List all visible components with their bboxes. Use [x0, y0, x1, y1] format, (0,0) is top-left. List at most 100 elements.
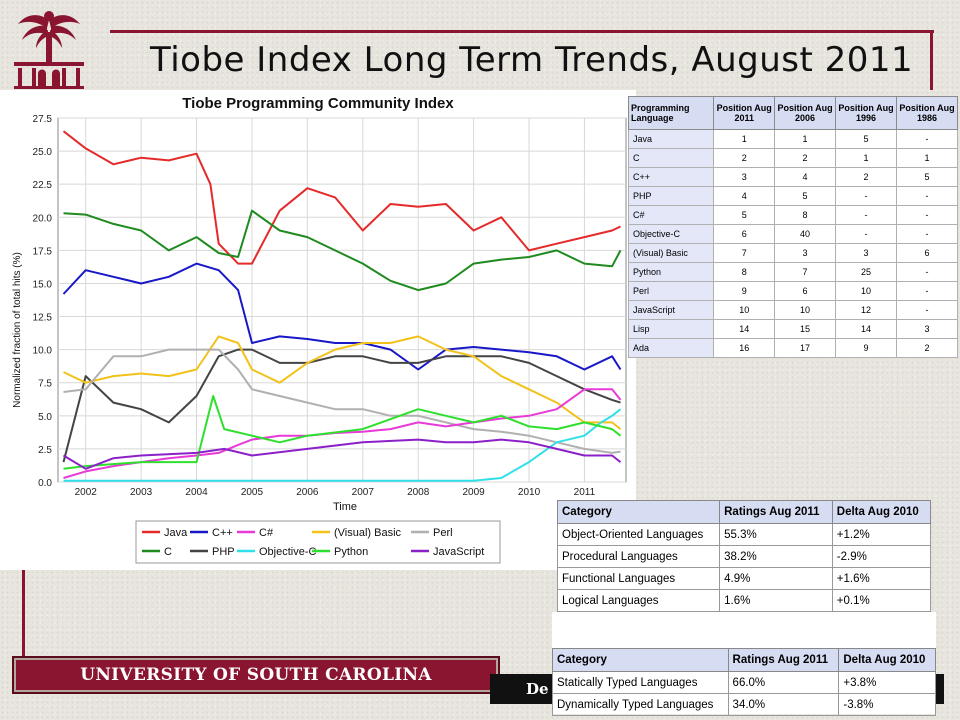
position-row: Python 8 7 25- — [627, 262, 958, 282]
table-cell: Java — [627, 129, 715, 149]
table-cell: Objective-C — [627, 224, 715, 244]
legend-label: C — [164, 546, 172, 558]
table-cell: 9 — [835, 338, 897, 358]
header-cell: Ratings Aug 2011 — [727, 648, 840, 672]
chart-legend: Java C++ C# (Visual) Basic Perl C PHP Objective… — [142, 527, 484, 558]
table-cell: 55.3% — [719, 523, 833, 546]
position-row: Java 1 1 5- — [627, 129, 958, 149]
y-tick-label: 20.0 — [33, 213, 53, 224]
table-cell: - — [896, 281, 958, 301]
y-tick-label: 2.5 — [38, 445, 52, 456]
table-cell: 66.0% — [727, 671, 840, 694]
table-cell: 10 — [835, 281, 897, 301]
table-cell: 1 — [713, 129, 776, 149]
tiobe-line-chart: Tiobe Programming Community Index 0.0 2.5… — [12, 95, 627, 564]
legend-label: Python — [334, 546, 368, 558]
table-cell: 12 — [835, 300, 897, 320]
legend-label: C++ — [212, 527, 233, 539]
table-cell: 1.6% — [719, 589, 833, 612]
table-cell: - — [835, 224, 897, 244]
table-cell: 5 — [896, 167, 958, 187]
x-tick-label: 2003 — [130, 487, 153, 498]
series-line-objective-c — [63, 408, 622, 482]
y-tick-label: 7.5 — [38, 379, 52, 390]
table-cell: Ada — [627, 338, 715, 358]
table-cell: 6 — [713, 224, 776, 244]
university-banner: UNIVERSITY OF SOUTH CAROLINA — [12, 656, 500, 694]
table-cell: - — [896, 186, 958, 206]
table-cell: +3.8% — [838, 671, 936, 694]
position-row: Lisp 14 15 14 3 — [627, 319, 958, 339]
table-cell: 17 — [774, 338, 837, 358]
paradigm-table-body: Object-Oriented Languages 55.3% +1.2% Proce… — [556, 523, 932, 612]
table-cell: 38.2% — [719, 545, 833, 568]
paradigm-table-box: Category Ratings Aug 2011 Delta Aug 2010… — [556, 500, 932, 612]
x-axis: 2002 2003 2004 2005 2006 2007 2008 2009 2010 2011 — [75, 487, 596, 498]
series-line-python — [63, 395, 622, 470]
table-cell: Python — [627, 262, 715, 282]
table-cell: 2 — [713, 148, 776, 168]
series-line-php — [62, 348, 621, 463]
table-cell: C# — [627, 205, 715, 225]
paradigm-table: Category Ratings Aug 2011 Delta Aug 2010… — [556, 500, 932, 612]
table-cell: +1.2% — [831, 523, 932, 546]
table-cell: - — [835, 186, 897, 206]
position-row: C# 5 8- - — [627, 205, 958, 225]
table-cell: -3.8% — [838, 693, 936, 716]
series-line-visual-basic — [63, 335, 622, 430]
header-cell: Category — [556, 500, 721, 524]
table-cell: 10 — [774, 300, 837, 320]
x-tick-label: 2009 — [462, 487, 485, 498]
table-cell: - — [896, 224, 958, 244]
plot-area — [57, 117, 627, 483]
table-cell: 1 — [835, 148, 897, 168]
legend-label: Objective-C — [259, 546, 317, 558]
header-cell: Delta Aug 2010 — [838, 648, 936, 672]
position-row: Ada 16 17 9 2 — [627, 338, 958, 358]
y-tick-label: 22.5 — [33, 180, 53, 191]
table-cell: 5 — [774, 186, 837, 206]
table-cell: 5 — [713, 205, 776, 225]
table-cell: 2 — [835, 167, 897, 187]
typing-row: Statically Typed Languages 66.0% +3.8% — [552, 671, 936, 694]
university-logo — [14, 11, 84, 89]
table-cell: 10 — [713, 300, 776, 320]
table-cell: - — [896, 205, 958, 225]
table-cell: +0.1% — [831, 589, 932, 612]
y-tick-label: 10.0 — [33, 346, 53, 357]
x-tick-label: 2008 — [407, 487, 430, 498]
series-line-javascript — [62, 438, 622, 470]
table-cell: (Visual) Basic — [627, 243, 715, 263]
table-cell: 4.9% — [719, 567, 833, 590]
paradigm-table-header: Category Ratings Aug 2011 Delta Aug 2010 — [556, 500, 932, 524]
typing-table-box: Category Ratings Aug 2011 Delta Aug 2010… — [552, 648, 936, 716]
header-cell: Position Aug 2006 — [774, 96, 837, 130]
table-cell: 2 — [896, 338, 958, 358]
x-tick-label: 2002 — [75, 487, 98, 498]
legend-label: JavaScript — [433, 546, 484, 558]
table-cell: C — [627, 148, 715, 168]
table-cell: 4 — [774, 167, 837, 187]
position-row: PHP 4 5- - — [627, 186, 958, 206]
table-cell: 8 — [713, 262, 776, 282]
department-banner-text: De — [526, 680, 549, 698]
x-axis-label: Time — [333, 501, 357, 513]
y-tick-label: 0.0 — [38, 478, 52, 489]
table-cell: 3 — [835, 243, 897, 263]
table-cell: +1.6% — [831, 567, 932, 590]
table-cell: 1 — [774, 129, 837, 149]
chart-panel: Tiobe Programming Community Index 0.0 2.5… — [0, 90, 636, 570]
paradigm-row: Logical Languages 1.6% +0.1% — [556, 589, 932, 612]
x-tick-label: 2007 — [352, 487, 375, 498]
header-cell: Category — [552, 648, 729, 672]
white-gap — [552, 612, 936, 648]
table-cell: 4 — [713, 186, 776, 206]
right-rule — [930, 30, 933, 90]
position-row: (Visual) Basic 7 3 3 6 — [627, 243, 958, 263]
table-cell: 8 — [774, 205, 837, 225]
legend-label: Java — [164, 527, 188, 539]
top-rule — [110, 30, 934, 33]
table-cell: - — [896, 300, 958, 320]
table-cell: 2 — [774, 148, 837, 168]
